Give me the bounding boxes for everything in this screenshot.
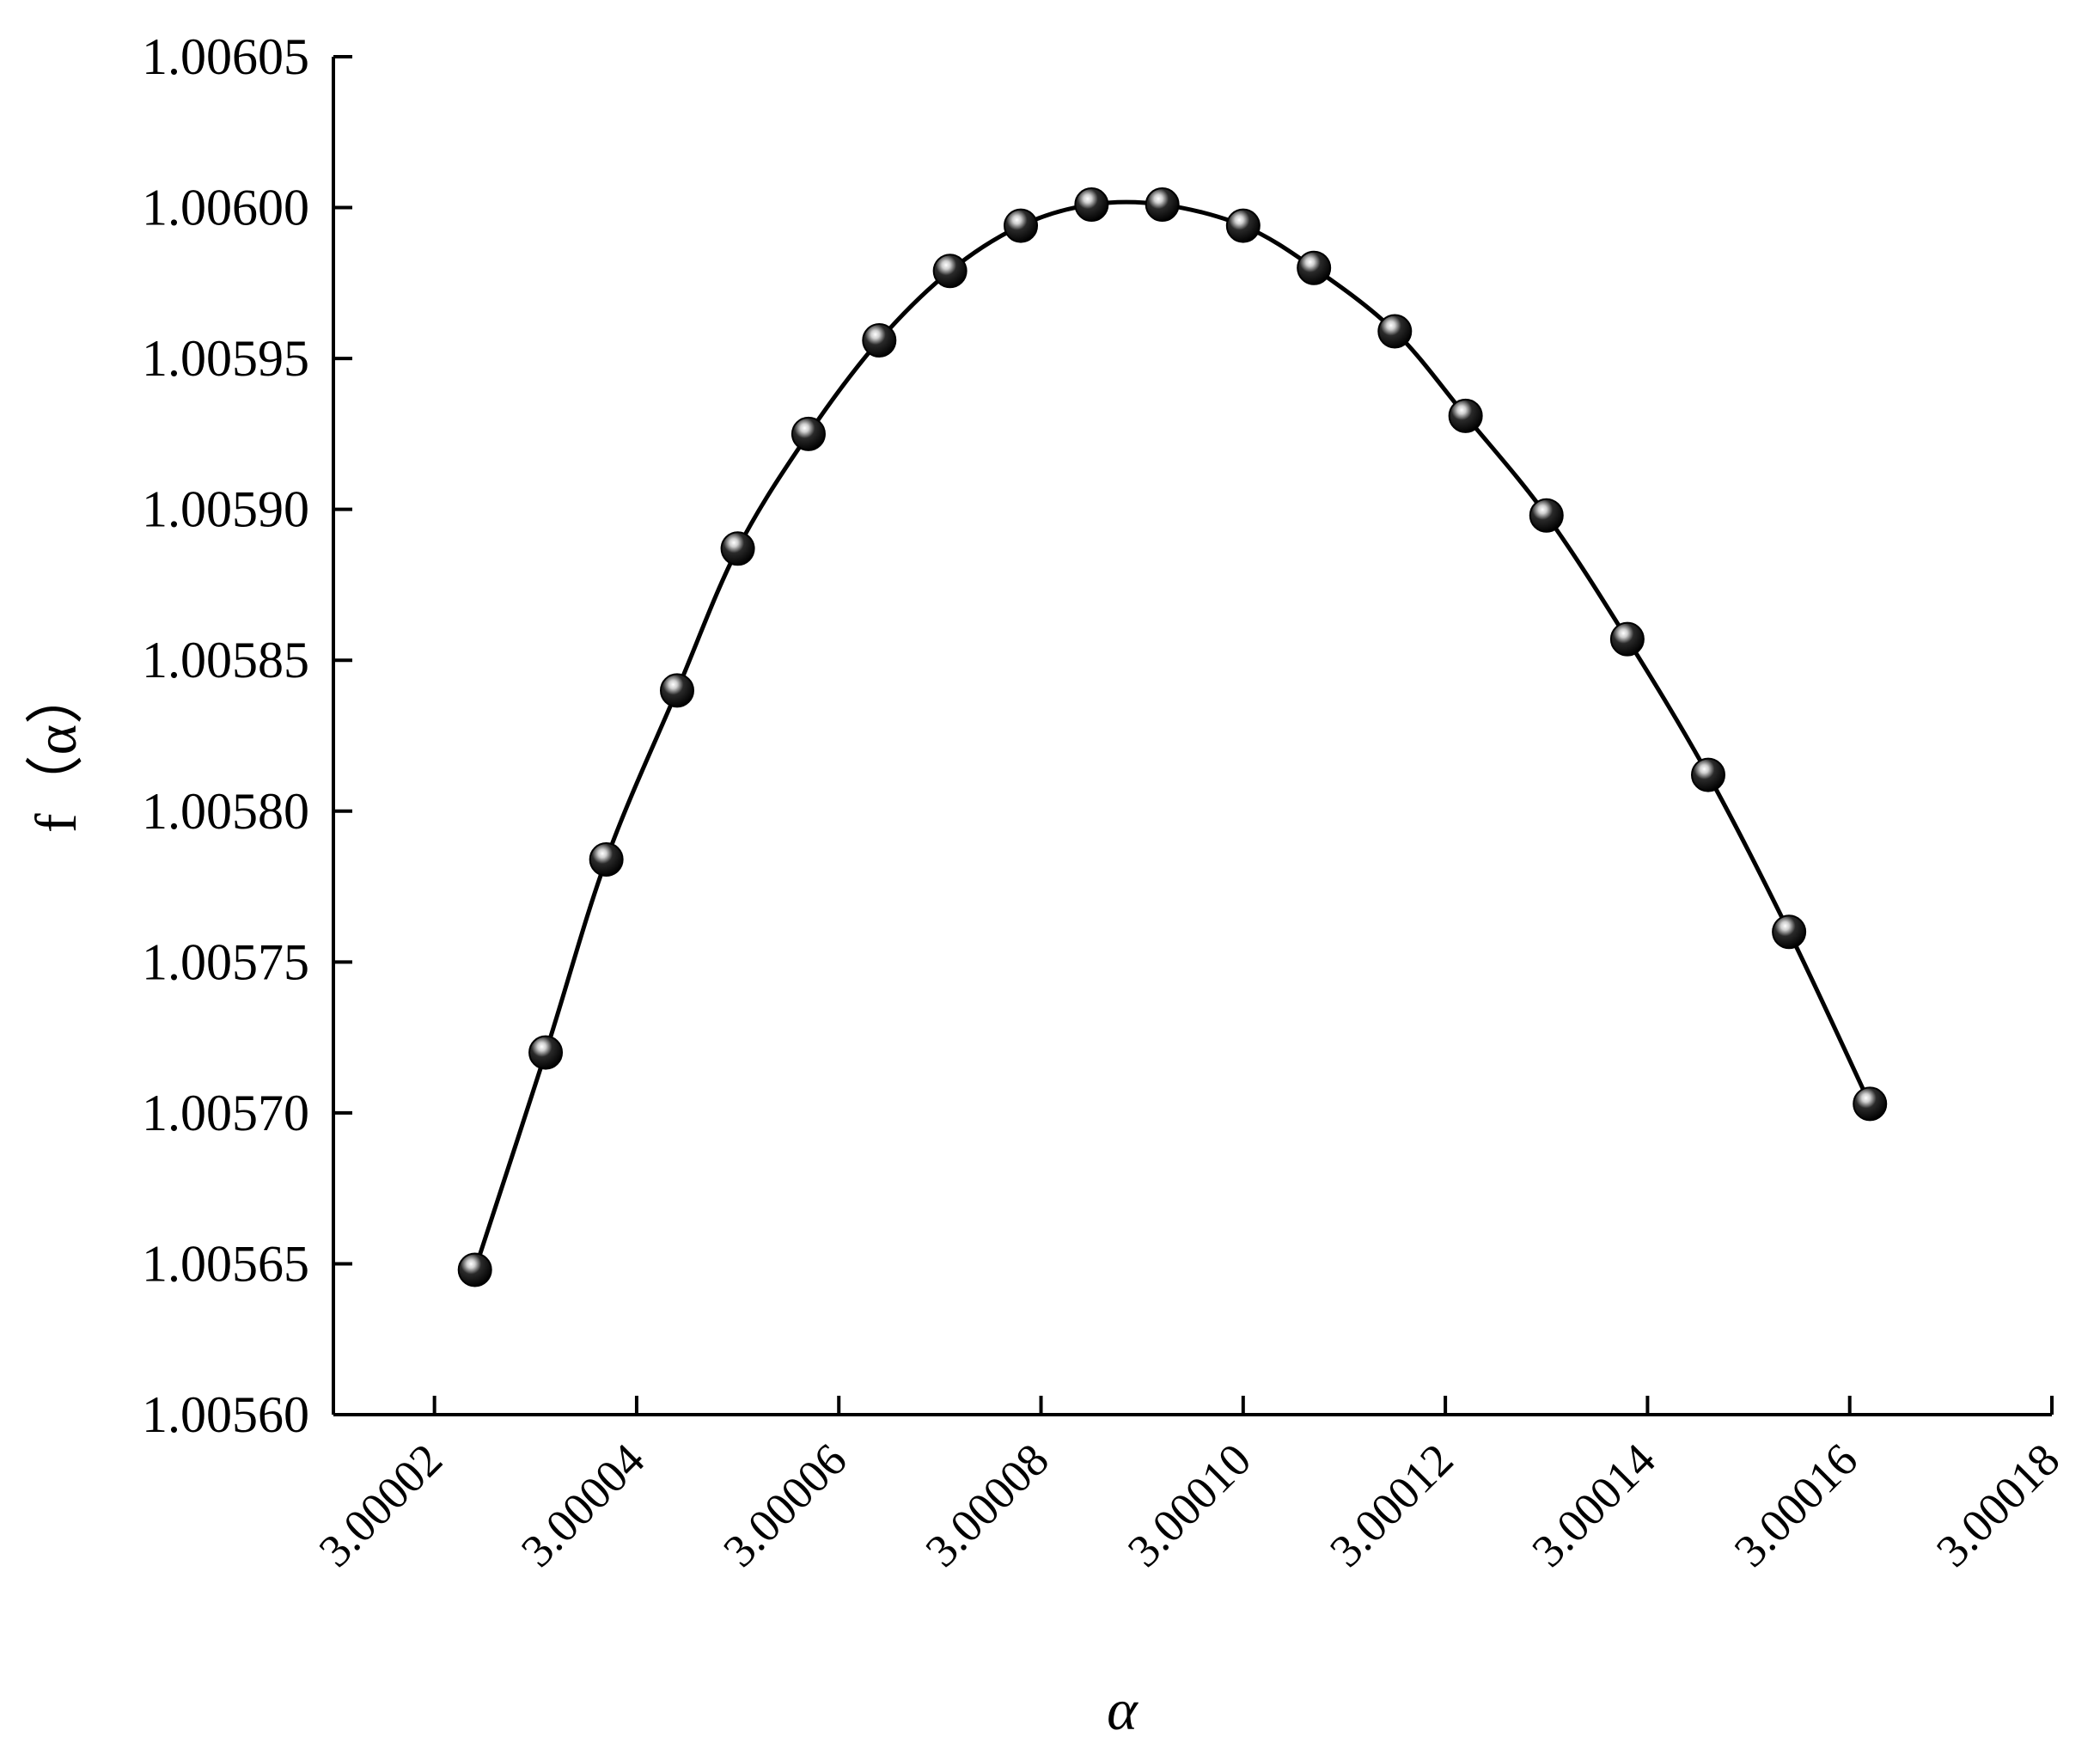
data-point bbox=[1074, 187, 1109, 223]
x-tick-label: 3.00008 bbox=[915, 1434, 1059, 1577]
data-point bbox=[660, 673, 694, 708]
y-tick-label: 1.00575 bbox=[142, 933, 309, 990]
data-point bbox=[862, 323, 897, 358]
x-tick-label: 3.00014 bbox=[1522, 1434, 1665, 1577]
data-point bbox=[932, 254, 968, 289]
data-point bbox=[791, 416, 826, 451]
x-tick-label: 3.00012 bbox=[1320, 1434, 1463, 1577]
data-point bbox=[720, 531, 755, 566]
data-point bbox=[1772, 914, 1807, 950]
x-tick-label: 3.00010 bbox=[1118, 1434, 1261, 1577]
y-tick-label: 1.00565 bbox=[142, 1235, 309, 1292]
y-tick-label: 1.00560 bbox=[142, 1386, 309, 1443]
data-point bbox=[589, 841, 624, 877]
y-tick-label: 1.00590 bbox=[142, 481, 309, 538]
data-point bbox=[1609, 621, 1645, 657]
data-point bbox=[1448, 398, 1483, 433]
y-tick-label: 1.00600 bbox=[142, 180, 309, 236]
axes bbox=[332, 57, 2052, 1416]
x-tick-label: 3.00002 bbox=[309, 1434, 453, 1577]
x-tick-label: 3.00004 bbox=[511, 1434, 655, 1577]
series-line bbox=[473, 199, 1872, 1271]
x-tick-label: 3.00018 bbox=[1926, 1434, 2070, 1577]
y-tick-label: 1.00595 bbox=[142, 330, 309, 387]
data-point bbox=[528, 1035, 564, 1070]
ticks: 1.00560 1.00565 1.00570 1.00575 1.00580 1.005… bbox=[142, 28, 2069, 1577]
data-point bbox=[1377, 314, 1413, 349]
data-points bbox=[457, 187, 1888, 1287]
data-point bbox=[1853, 1086, 1888, 1122]
x-axis-title: α bbox=[1107, 1677, 1139, 1742]
y-tick-label: 1.00580 bbox=[142, 783, 309, 840]
x-tick-label: 3.00016 bbox=[1725, 1434, 1868, 1577]
y-axis-title: f（α） bbox=[23, 666, 89, 833]
plot-area bbox=[473, 199, 1872, 1271]
y-tick-label: 1.00570 bbox=[142, 1085, 309, 1141]
data-point bbox=[1297, 250, 1332, 285]
y-tick-label: 1.00605 bbox=[142, 28, 309, 85]
data-point bbox=[1145, 187, 1180, 223]
y-tick-label: 1.00585 bbox=[142, 632, 309, 688]
data-point bbox=[1004, 208, 1038, 243]
data-point bbox=[457, 1252, 492, 1287]
data-point bbox=[1225, 208, 1261, 243]
data-point bbox=[1691, 757, 1725, 792]
x-tick-label: 3.00006 bbox=[713, 1434, 857, 1577]
data-point bbox=[1529, 498, 1564, 533]
